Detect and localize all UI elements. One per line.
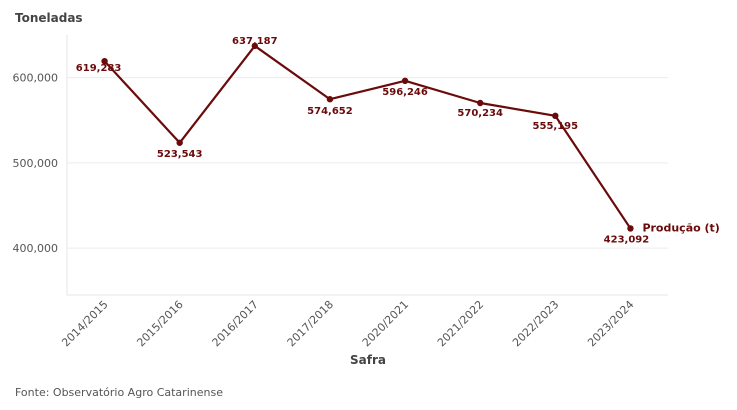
data-point xyxy=(627,225,634,232)
x-tick-label: 2014/2015 xyxy=(59,298,110,349)
grid-lines xyxy=(66,35,668,296)
x-tick-label: 2020/2021 xyxy=(360,298,411,349)
x-tick-label: 2022/2023 xyxy=(510,298,561,349)
y-tick-label: 500,000 xyxy=(13,157,59,170)
data-labels: 619,283 523,543 637,187 574,652 596,246 570,2… xyxy=(76,36,649,246)
data-label: 555,195 xyxy=(533,121,579,132)
series-label: Produção (t) xyxy=(642,221,719,234)
source-note: Fonte: Observatório Agro Catarinense xyxy=(15,386,223,399)
series-line xyxy=(103,44,632,230)
x-axis-ticks: 2014/2015 2015/2016 2016/2017 2017/2018 2020… xyxy=(59,298,636,349)
data-point xyxy=(176,139,183,146)
data-point xyxy=(251,42,259,50)
data-point xyxy=(552,112,559,120)
data-point xyxy=(401,77,409,85)
x-tick-label: 2023/2024 xyxy=(585,298,636,349)
data-label: 570,234 xyxy=(457,108,503,119)
data-label: 523,543 xyxy=(157,149,203,160)
y-tick-label: 400,000 xyxy=(13,242,59,255)
data-label: 596,246 xyxy=(382,87,428,98)
data-label: 619,283 xyxy=(76,63,122,74)
x-tick-label: 2017/2018 xyxy=(285,298,336,349)
data-point xyxy=(326,96,334,103)
y-axis-ticks: 400,000 500,000 600,000 xyxy=(13,72,59,255)
y-tick-label: 600,000 xyxy=(13,72,59,85)
data-label: 574,652 xyxy=(307,106,353,117)
series-group xyxy=(101,42,634,232)
data-point xyxy=(476,99,484,107)
y-axis-title: Toneladas xyxy=(15,11,83,25)
data-point xyxy=(101,57,108,65)
x-tick-label: 2016/2017 xyxy=(210,298,261,349)
x-tick-label: 2015/2016 xyxy=(134,298,185,349)
x-tick-label: 2021/2022 xyxy=(435,298,486,349)
data-label: 637,187 xyxy=(232,36,278,47)
x-axis-title: Safra xyxy=(350,353,386,367)
data-label: 423,092 xyxy=(604,234,650,245)
